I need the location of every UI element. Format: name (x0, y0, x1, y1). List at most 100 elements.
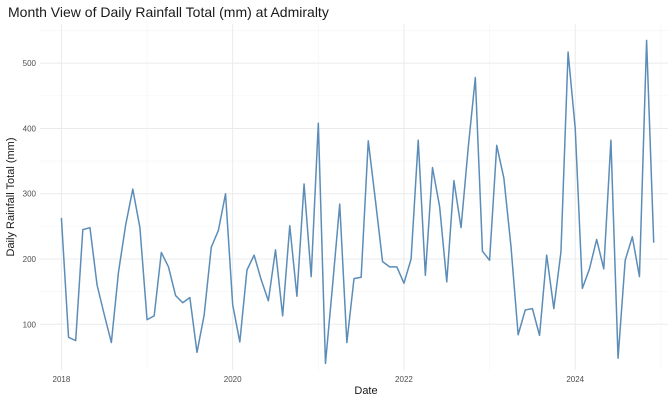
data-point (275, 249, 277, 251)
data-point (96, 284, 98, 286)
data-point (475, 77, 477, 79)
data-point (396, 266, 398, 268)
data-point (460, 227, 462, 229)
x-tick-label: 2020 (224, 375, 242, 384)
data-point (482, 250, 484, 252)
data-point (146, 319, 148, 321)
data-point (589, 268, 591, 270)
y-axis-title: Daily Rainfall Total (mm) (5, 138, 17, 257)
data-point (517, 334, 519, 336)
data-point (532, 308, 534, 310)
data-point (132, 188, 134, 190)
data-point (196, 352, 198, 354)
data-point (325, 363, 327, 365)
data-point (425, 275, 427, 277)
data-point (103, 314, 105, 316)
data-point (510, 246, 512, 248)
data-point (111, 342, 113, 344)
data-point (617, 357, 619, 359)
data-point (574, 128, 576, 130)
data-point (596, 239, 598, 241)
data-point (632, 236, 634, 238)
data-point (75, 340, 77, 342)
data-point (624, 260, 626, 262)
data-point (524, 309, 526, 311)
chart-title: Month View of Daily Rainfall Total (mm) … (8, 4, 329, 20)
data-point (360, 276, 362, 278)
data-point (432, 167, 434, 169)
data-point (182, 302, 184, 304)
data-point (282, 315, 284, 317)
data-point (382, 261, 384, 263)
data-point (218, 229, 220, 231)
data-point (582, 288, 584, 290)
data-point (239, 341, 241, 343)
data-point (646, 40, 648, 42)
x-tick-label: 2024 (566, 375, 584, 384)
data-point (546, 254, 548, 256)
data-point (539, 335, 541, 337)
data-point (496, 145, 498, 147)
data-point (82, 229, 84, 231)
data-point (639, 276, 641, 278)
data-point (567, 51, 569, 53)
data-point (353, 278, 355, 280)
data-point (439, 206, 441, 208)
y-tick-label: 100 (23, 320, 37, 329)
data-point (232, 304, 234, 306)
y-tick-label: 300 (23, 190, 37, 199)
data-point (68, 337, 70, 339)
data-point (453, 180, 455, 182)
data-point (489, 260, 491, 262)
x-axis-ticks: 2018 2020 2022 2024 (53, 375, 585, 384)
data-point (467, 147, 469, 149)
y-axis-ticks: 100 200 300 400 500 (23, 59, 37, 329)
data-point (246, 269, 248, 271)
x-axis-title: Date (354, 385, 377, 397)
data-point (375, 199, 377, 201)
y-tick-label: 200 (23, 255, 37, 264)
data-point (168, 266, 170, 268)
data-point (225, 193, 227, 195)
data-point (610, 139, 612, 141)
data-point (139, 227, 141, 229)
data-point (653, 242, 655, 244)
data-point (253, 254, 255, 256)
data-point (203, 314, 205, 316)
x-tick-label: 2018 (53, 375, 71, 384)
data-point (153, 315, 155, 317)
data-point (125, 224, 127, 226)
data-point (346, 342, 348, 344)
data-point (89, 227, 91, 229)
data-point (446, 281, 448, 283)
data-point (503, 177, 505, 179)
data-point (389, 266, 391, 268)
data-points (61, 40, 655, 365)
data-point (268, 300, 270, 302)
data-point (289, 225, 291, 227)
data-point (61, 217, 63, 219)
data-point (410, 258, 412, 260)
data-point (310, 276, 312, 278)
y-tick-label: 500 (23, 59, 37, 68)
data-point (332, 284, 334, 286)
data-point (553, 308, 555, 310)
y-tick-label: 400 (23, 124, 37, 133)
data-point (560, 251, 562, 253)
data-point (339, 203, 341, 205)
rainfall-series-line (60, 39, 655, 365)
data-point (367, 140, 369, 142)
data-point (318, 122, 320, 124)
data-point (403, 282, 405, 284)
x-tick-label: 2022 (395, 375, 413, 384)
data-point (603, 268, 605, 270)
data-point (303, 183, 305, 185)
data-point (260, 279, 262, 281)
data-point (161, 252, 163, 254)
data-point (296, 295, 298, 297)
data-point (175, 295, 177, 297)
data-point (118, 271, 120, 273)
data-point (189, 297, 191, 299)
data-point (210, 246, 212, 248)
